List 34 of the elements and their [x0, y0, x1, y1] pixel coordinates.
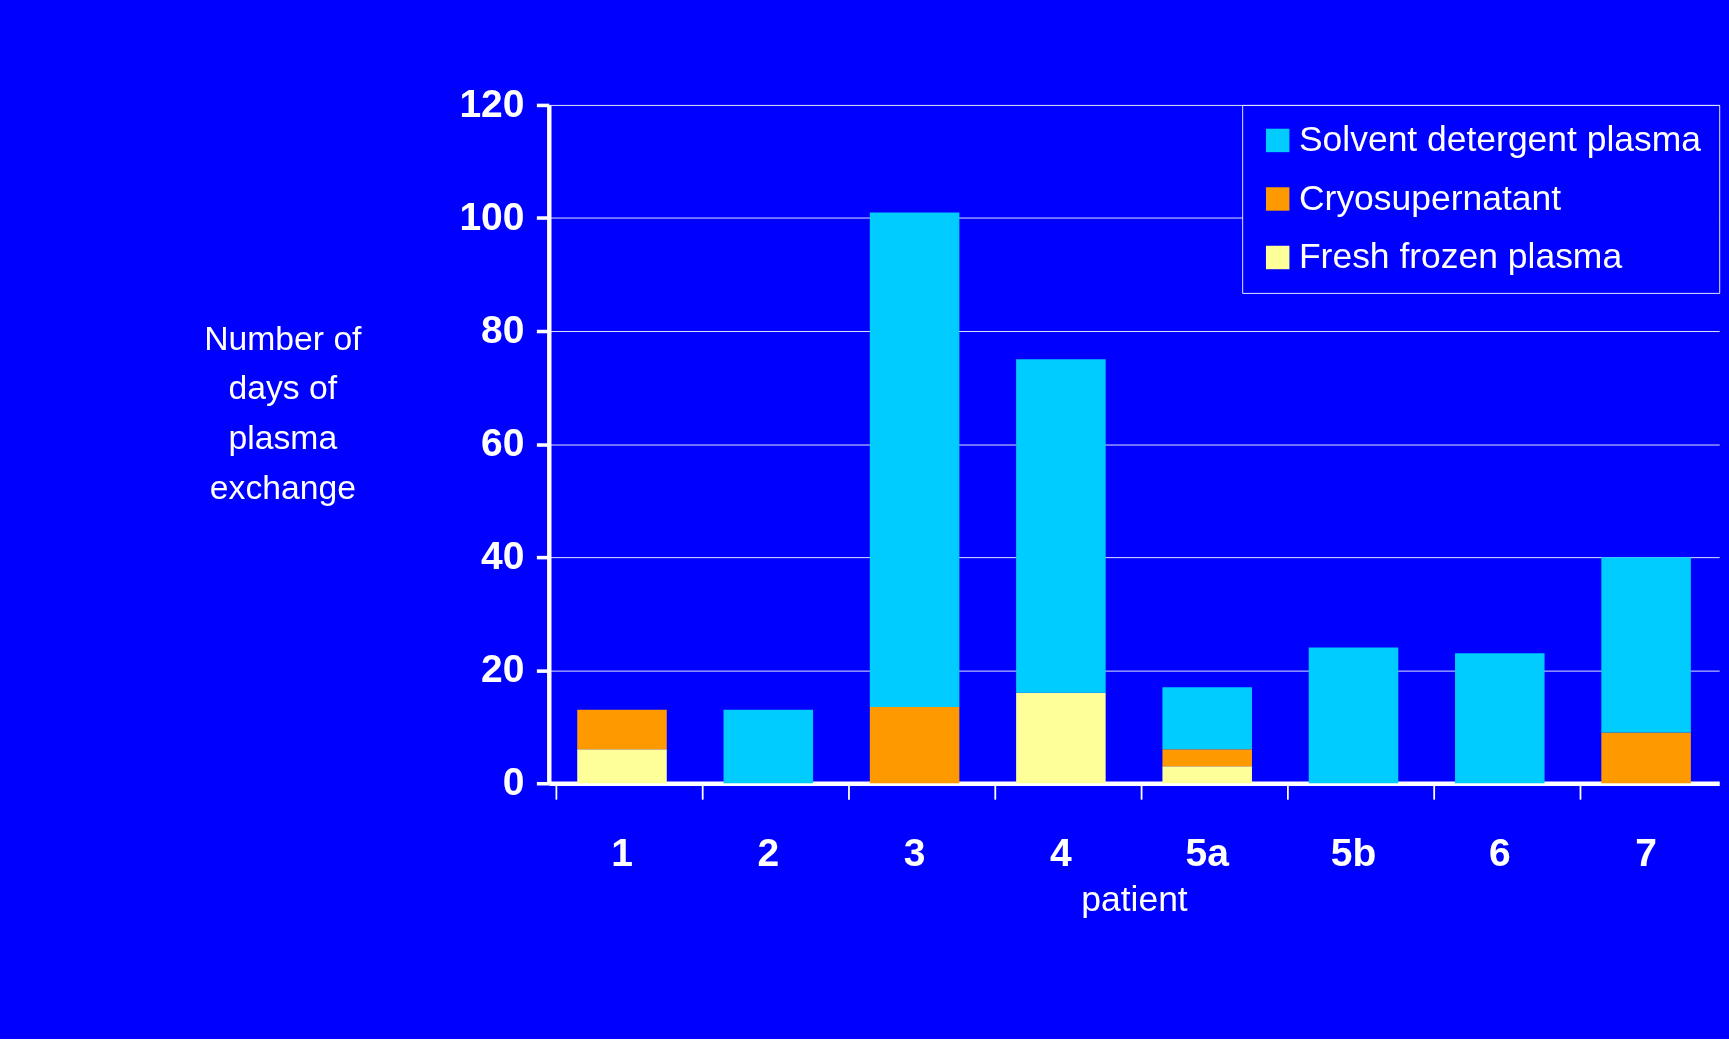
- bar: [1016, 359, 1106, 693]
- x-axis-title: patient: [1081, 879, 1188, 920]
- x-tick-label: 7: [1635, 831, 1657, 875]
- bar: [869, 706, 960, 784]
- bar: [1162, 749, 1252, 767]
- legend-label: Solvent detergent plasma: [1298, 119, 1702, 160]
- y-tick-label: 80: [481, 308, 525, 352]
- x-tick-label: 5b: [1330, 831, 1377, 875]
- x-tick-label: 5a: [1185, 831, 1230, 875]
- bar: [1601, 557, 1691, 733]
- bar: [869, 212, 960, 707]
- bar: [1162, 687, 1252, 750]
- bar: [577, 749, 667, 784]
- y-tick-label: 120: [459, 81, 525, 125]
- bar: [1601, 732, 1691, 784]
- x-tick-label: 2: [757, 831, 780, 875]
- bar: [1016, 692, 1106, 784]
- x-tick-label: 1: [611, 831, 633, 875]
- y-tick-label: 60: [481, 421, 525, 465]
- y-tick-label: 100: [459, 195, 525, 238]
- bar: [1308, 647, 1399, 784]
- y-tick-label: 40: [481, 534, 525, 578]
- bar: [577, 709, 667, 750]
- bar: [1162, 766, 1252, 784]
- legend-label: Cryosupernatant: [1298, 177, 1562, 218]
- y-axis-title: Number of days of plasma exchange: [204, 319, 363, 506]
- y-tick-label: 20: [481, 647, 525, 691]
- bar: [723, 709, 814, 784]
- x-tick-label: 4: [1050, 831, 1073, 875]
- x-tick-label: 6: [1488, 831, 1511, 875]
- bar: [1455, 653, 1545, 784]
- y-tick-label: 0: [502, 760, 525, 804]
- x-tick-label: 3: [903, 831, 926, 875]
- legend-label: Fresh frozen plasma: [1298, 236, 1623, 277]
